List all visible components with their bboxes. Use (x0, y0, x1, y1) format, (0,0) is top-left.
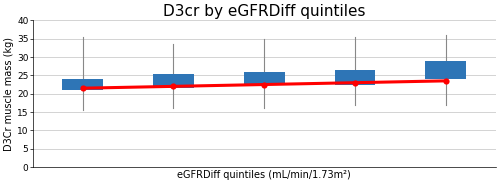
Point (260, 83, 268, 86)
Point (442, 79, 450, 82)
Title: D3cr by eGFRDiff quintiles: D3cr by eGFRDiff quintiles (163, 4, 366, 19)
Bar (244, 72, 284, 84)
X-axis label: eGFRDiff quintiles (mL/min/1.73m²): eGFRDiff quintiles (mL/min/1.73m²) (178, 170, 351, 180)
Bar (62, 79, 103, 90)
Y-axis label: D3Cr muscle mass (kg): D3Cr muscle mass (kg) (4, 37, 14, 151)
Point (170, 85, 177, 88)
Bar (426, 61, 467, 79)
Point (351, 81, 359, 84)
Bar (153, 74, 194, 88)
Point (78, 87, 86, 90)
Bar (334, 70, 376, 84)
